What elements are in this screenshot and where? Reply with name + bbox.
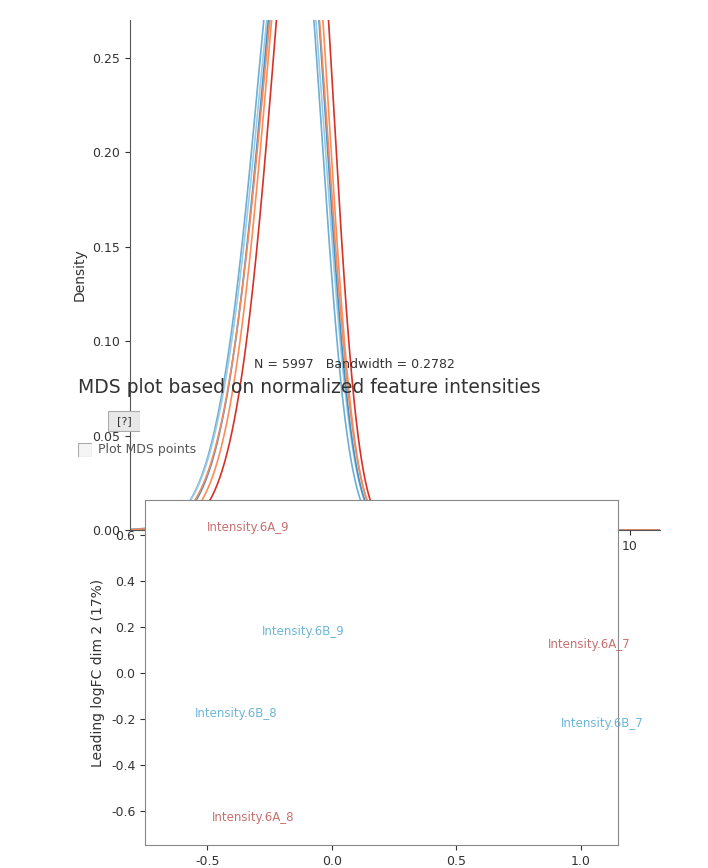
Text: Intensity.6A_7: Intensity.6A_7 xyxy=(548,638,631,651)
Text: Intensity.6B_9: Intensity.6B_9 xyxy=(262,625,345,638)
Text: Intensity.6A_9: Intensity.6A_9 xyxy=(207,521,290,534)
Text: MDS plot based on normalized feature intensities: MDS plot based on normalized feature int… xyxy=(78,378,541,397)
Text: N = 5997   Bandwidth = 0.2782: N = 5997 Bandwidth = 0.2782 xyxy=(253,358,455,371)
Text: Intensity.6B_8: Intensity.6B_8 xyxy=(195,707,278,720)
Text: [?]: [?] xyxy=(117,416,132,426)
Text: Intensity.6A_8: Intensity.6A_8 xyxy=(212,811,295,824)
Y-axis label: Density: Density xyxy=(73,248,86,301)
FancyBboxPatch shape xyxy=(79,444,91,457)
FancyBboxPatch shape xyxy=(108,411,140,431)
Y-axis label: Leading logFC dim 2 (17%): Leading logFC dim 2 (17%) xyxy=(91,578,105,766)
Text: Intensity.6B_7: Intensity.6B_7 xyxy=(561,717,644,730)
Text: Plot MDS points: Plot MDS points xyxy=(98,444,196,457)
